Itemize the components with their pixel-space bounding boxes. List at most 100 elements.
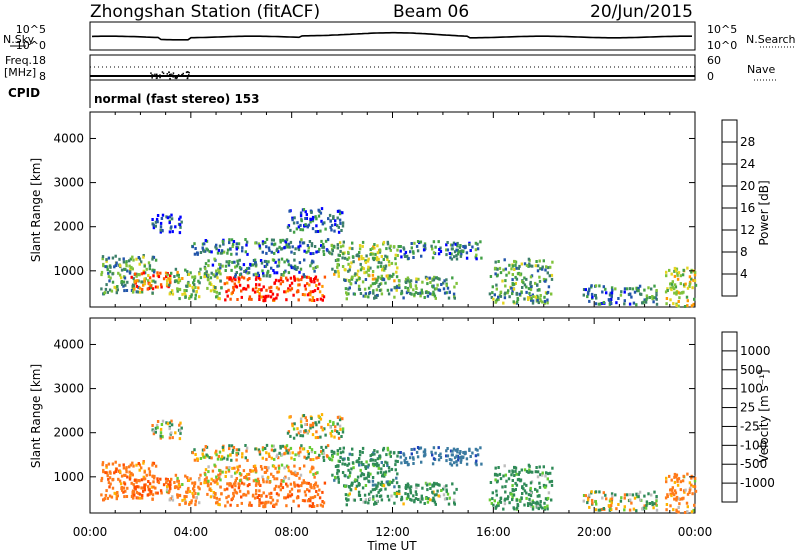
data-cell bbox=[322, 501, 326, 505]
data-cell bbox=[546, 266, 550, 270]
data-cell bbox=[346, 257, 349, 261]
data-cell bbox=[503, 502, 507, 506]
data-cell bbox=[357, 493, 361, 497]
data-cell bbox=[438, 483, 441, 487]
data-cell bbox=[546, 496, 550, 500]
data-cell bbox=[306, 293, 310, 297]
data-cell bbox=[148, 470, 152, 474]
data-cell bbox=[435, 287, 438, 291]
data-cell bbox=[499, 500, 503, 504]
data-cell bbox=[541, 506, 544, 510]
data-cell bbox=[395, 492, 398, 496]
data-cell bbox=[300, 425, 303, 429]
data-cell bbox=[302, 208, 306, 211]
data-cell bbox=[386, 255, 389, 259]
data-cell bbox=[184, 474, 187, 478]
data-cell bbox=[468, 449, 471, 452]
velocity-colorbar-label: Velocity [m s⁻¹] bbox=[757, 369, 771, 462]
data-cell bbox=[582, 494, 586, 497]
data-cell bbox=[403, 461, 407, 464]
data-cell bbox=[404, 277, 408, 281]
data-cell bbox=[497, 260, 500, 263]
data-cell bbox=[299, 267, 303, 271]
data-cell bbox=[225, 496, 228, 500]
data-cell bbox=[513, 474, 516, 477]
data-cell bbox=[490, 296, 493, 299]
data-cell bbox=[170, 419, 173, 423]
data-cell bbox=[527, 470, 530, 474]
data-cell bbox=[447, 502, 451, 506]
data-cell bbox=[194, 297, 197, 301]
data-cell bbox=[504, 267, 507, 271]
data-cell bbox=[291, 451, 294, 455]
x-tick-label: 04:00 bbox=[174, 525, 209, 539]
data-cell bbox=[413, 292, 416, 296]
data-cell bbox=[108, 485, 111, 489]
data-cell bbox=[443, 291, 447, 295]
data-cell bbox=[406, 460, 409, 464]
data-cell bbox=[208, 456, 211, 460]
data-cell bbox=[474, 454, 478, 458]
data-cell bbox=[336, 246, 339, 250]
data-cell bbox=[397, 451, 400, 454]
data-cell bbox=[584, 494, 587, 498]
data-cell bbox=[419, 294, 422, 298]
data-cell bbox=[446, 492, 450, 496]
data-cell bbox=[295, 227, 299, 231]
data-cell bbox=[673, 269, 676, 273]
data-cell bbox=[294, 453, 297, 457]
data-cell bbox=[245, 449, 248, 453]
data-cell bbox=[316, 493, 320, 497]
data-cell bbox=[258, 500, 261, 504]
data-cell bbox=[459, 460, 463, 464]
data-cell bbox=[529, 481, 533, 485]
data-cell bbox=[448, 252, 452, 255]
data-cell bbox=[414, 490, 418, 494]
data-cell bbox=[436, 489, 439, 493]
data-cell bbox=[191, 275, 194, 279]
data-cell bbox=[454, 448, 457, 452]
data-cell bbox=[283, 290, 286, 294]
data-cell bbox=[212, 285, 216, 288]
data-cell bbox=[240, 481, 244, 485]
data-cell bbox=[159, 434, 162, 438]
data-cell bbox=[434, 451, 437, 455]
colorbar-tick-label: -25 bbox=[740, 419, 760, 433]
data-cell bbox=[142, 461, 145, 465]
data-cell bbox=[508, 263, 511, 267]
data-cell bbox=[215, 475, 218, 479]
data-cell bbox=[496, 273, 499, 277]
data-cell bbox=[234, 275, 237, 278]
data-cell bbox=[440, 489, 443, 492]
data-cell bbox=[546, 301, 549, 305]
data-cell bbox=[375, 500, 379, 503]
data-cell bbox=[328, 419, 332, 423]
data-cell bbox=[246, 284, 250, 288]
data-cell bbox=[651, 297, 654, 301]
data-cell bbox=[224, 269, 227, 272]
data-cell bbox=[676, 271, 679, 275]
data-cell bbox=[255, 481, 258, 485]
data-cell bbox=[414, 284, 418, 288]
data-cell bbox=[425, 277, 429, 281]
data-cell bbox=[354, 487, 357, 491]
data-cell bbox=[402, 296, 405, 300]
data-cell bbox=[231, 448, 235, 452]
data-cell bbox=[545, 265, 548, 269]
data-cell bbox=[428, 276, 431, 280]
data-cell bbox=[532, 295, 535, 298]
data-cell bbox=[156, 426, 159, 430]
data-cell bbox=[235, 264, 239, 268]
data-cell bbox=[614, 287, 617, 291]
data-cell bbox=[312, 496, 315, 500]
data-cell bbox=[409, 488, 412, 492]
data-cell bbox=[262, 274, 265, 278]
data-cell bbox=[199, 251, 203, 254]
data-cell bbox=[168, 230, 172, 234]
data-cell bbox=[523, 297, 526, 301]
data-cell bbox=[402, 453, 406, 457]
data-cell bbox=[539, 503, 542, 507]
data-cell bbox=[319, 211, 323, 215]
freq-dip-dot bbox=[152, 74, 154, 76]
data-cell bbox=[327, 217, 330, 221]
